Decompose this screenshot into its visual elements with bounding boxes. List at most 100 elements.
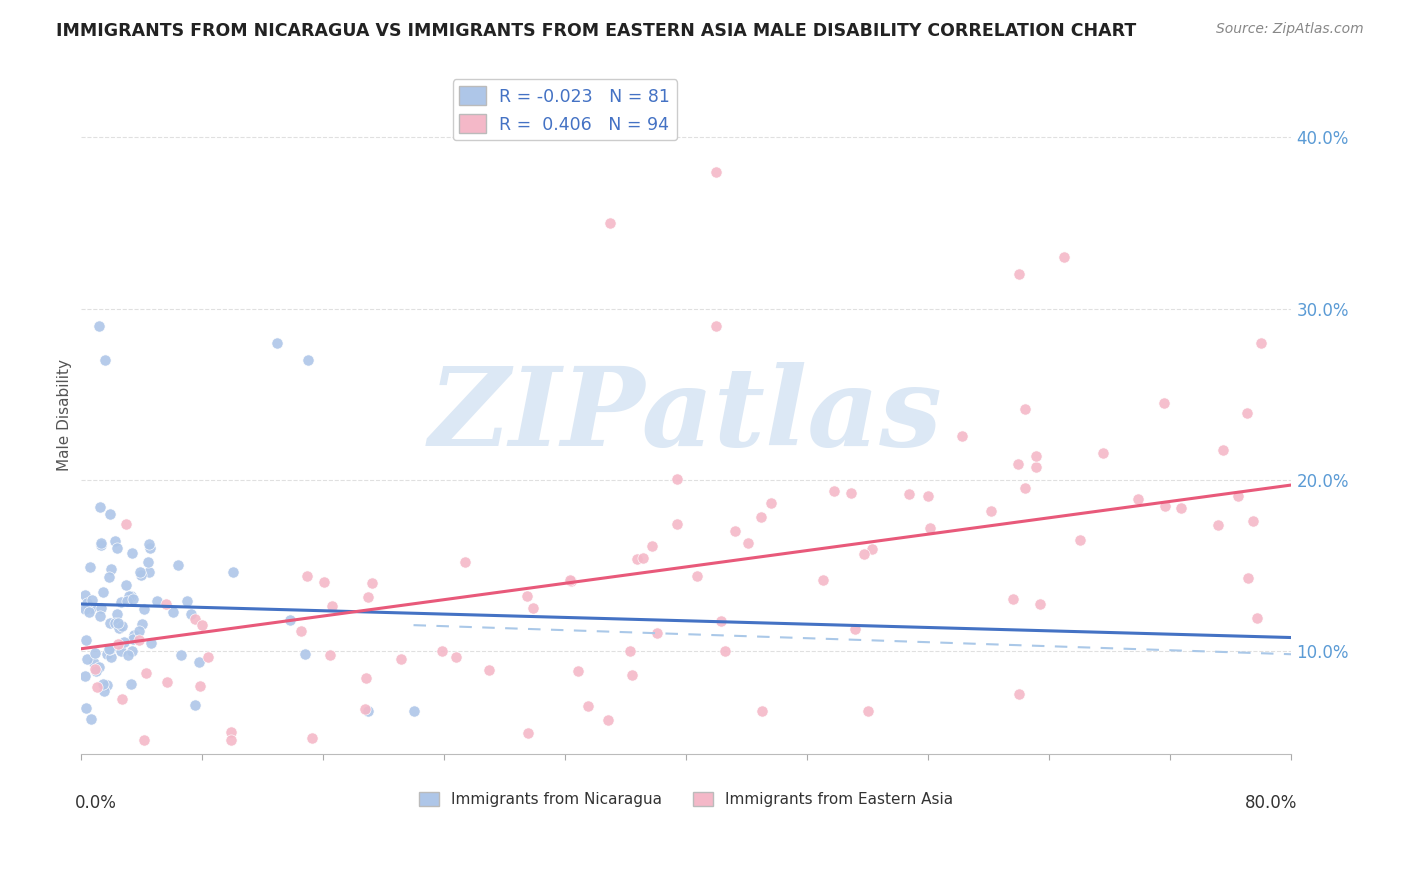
Y-axis label: Male Disability: Male Disability [58,359,72,472]
Point [641,539,664,553]
Point [1001,591,1024,606]
Point [138,555,160,569]
Point [120,589,142,603]
Point [920,521,942,535]
Point [89,500,111,514]
Point [685,569,707,583]
Point [356,590,378,604]
Point [93,683,115,698]
Point [360,575,382,590]
Point [576,699,599,714]
Point [811,573,834,587]
Point [1025,450,1047,464]
Point [666,516,689,531]
Point [1014,401,1036,416]
Legend: Immigrants from Nicaragua, Immigrants from Eastern Asia: Immigrants from Nicaragua, Immigrants fr… [413,786,959,814]
Point [297,352,319,367]
Point [1236,406,1258,420]
Point [104,533,127,548]
Point [122,632,145,646]
Point [162,605,184,619]
Point [191,618,214,632]
Point [1154,499,1177,513]
Point [710,614,733,628]
Point [301,731,323,746]
Point [598,713,620,727]
Point [222,565,245,579]
Point [117,648,139,662]
Point [97,642,120,657]
Point [950,429,973,443]
Point [111,691,134,706]
Point [823,483,845,498]
Point [75,701,97,715]
Point [1250,335,1272,350]
Point [567,665,589,679]
Point [704,164,727,178]
Point [80,601,103,615]
Point [115,594,138,608]
Point [221,724,243,739]
Point [107,607,129,622]
Point [454,555,477,569]
Point [321,599,343,613]
Point [129,565,152,579]
Point [517,726,540,740]
Point [354,702,377,716]
Point [860,542,883,557]
Point [138,537,160,551]
Point [110,595,132,609]
Point [432,644,454,658]
Point [115,517,138,532]
Point [107,615,129,630]
Point [1069,533,1091,547]
Point [1007,457,1029,471]
Point [128,624,150,639]
Point [1212,442,1234,457]
Point [155,597,177,611]
Point [759,496,782,510]
Text: IMMIGRANTS FROM NICARAGUA VS IMMIGRANTS FROM EASTERN ASIA MALE DISABILITY CORREL: IMMIGRANTS FROM NICARAGUA VS IMMIGRANTS … [56,22,1136,40]
Point [83,657,105,671]
Point [90,601,112,615]
Point [980,504,1002,518]
Point [1014,481,1036,495]
Point [188,679,211,693]
Point [478,663,501,677]
Point [76,652,98,666]
Point [626,552,648,566]
Point [120,677,142,691]
Point [297,569,319,583]
Point [73,602,96,616]
Point [138,565,160,579]
Point [98,615,121,630]
Point [444,649,467,664]
Point [357,704,380,718]
Point [1008,687,1031,701]
Point [93,352,115,367]
Point [114,577,136,591]
Point [87,318,110,333]
Point [100,507,122,521]
Point [96,648,118,662]
Point [1206,518,1229,533]
Point [84,664,107,678]
Point [856,704,879,718]
Point [1008,267,1031,281]
Text: Source: ZipAtlas.com: Source: ZipAtlas.com [1216,22,1364,37]
Point [1126,492,1149,507]
Point [841,485,863,500]
Point [1237,571,1260,585]
Point [91,677,114,691]
Point [724,524,747,539]
Point [131,617,153,632]
Point [844,622,866,636]
Point [118,590,141,604]
Point [620,668,643,682]
Point [76,596,98,610]
Point [314,574,336,589]
Point [852,547,875,561]
Point [89,609,111,624]
Point [219,732,242,747]
Point [278,613,301,627]
